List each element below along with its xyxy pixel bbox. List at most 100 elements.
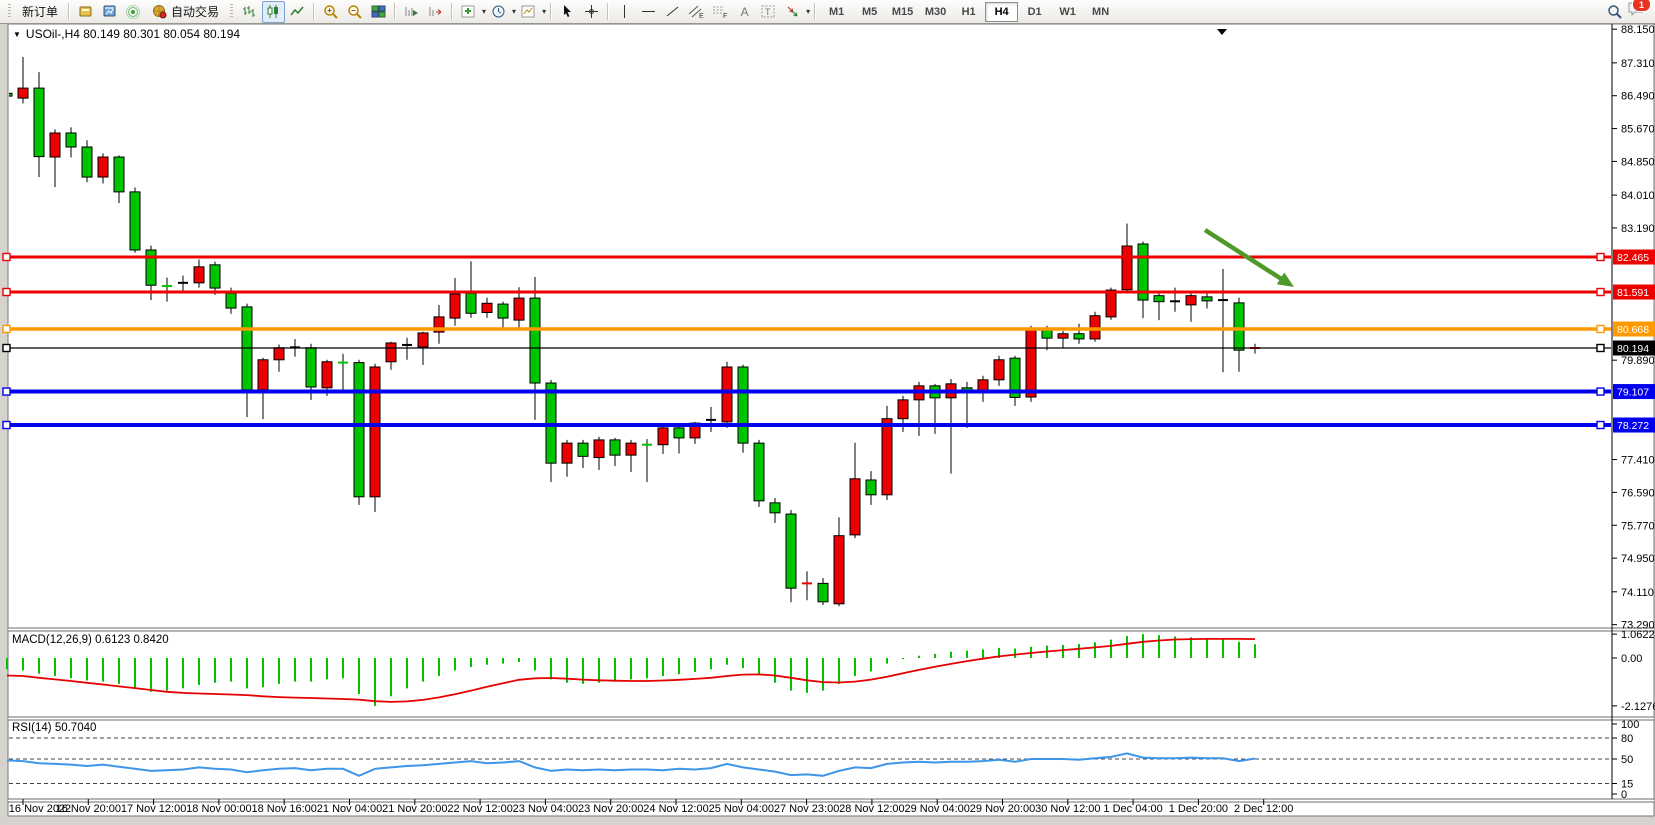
crosshair-icon[interactable] — [580, 1, 603, 23]
chart-shift-icon[interactable] — [424, 1, 447, 23]
time-axis-label: 24 Nov 12:00 — [643, 803, 708, 815]
candle-body — [993, 359, 1005, 381]
trendline-icon[interactable] — [661, 1, 684, 23]
line-right-handle[interactable] — [1596, 387, 1605, 396]
market-watch-icon[interactable] — [74, 1, 97, 23]
candle-body — [369, 366, 381, 498]
periods-clock-icon[interactable] — [487, 1, 510, 23]
trend-arrow-shaft[interactable] — [1203, 228, 1288, 285]
timeframe-w1[interactable]: W1 — [1059, 5, 1076, 18]
price-tag-label: 81.591 — [1617, 287, 1649, 299]
timeframe-mn[interactable]: MN — [1092, 5, 1110, 18]
chart-window-icon[interactable] — [98, 1, 121, 23]
autotrading-icon — [153, 5, 167, 19]
candle-body — [497, 303, 509, 319]
chart-template-icon[interactable] — [517, 1, 540, 23]
line-right-handle[interactable] — [1596, 287, 1605, 297]
toolbar: 新订单 自动交易 ▾ ▾ ▾ — [0, 0, 1655, 24]
timeframe-m1[interactable]: M1 — [828, 5, 845, 18]
svg-text:F: F — [723, 13, 727, 19]
fibonacci-icon[interactable]: F — [709, 1, 732, 23]
signals-icon[interactable] — [122, 1, 145, 23]
vertical-line-icon[interactable] — [613, 1, 636, 23]
autotrading-button[interactable]: 自动交易 — [146, 1, 225, 23]
periods-dropdown-caret[interactable]: ▾ — [512, 7, 517, 16]
price-axis-label: 74.110 — [1621, 587, 1654, 599]
toolbar-grip — [8, 4, 11, 19]
candle-body — [465, 292, 477, 314]
line-left-handle[interactable] — [2, 387, 11, 396]
cursor-icon[interactable] — [556, 1, 579, 23]
candle-body — [1153, 295, 1165, 303]
candle-body — [1233, 302, 1245, 351]
candle-body — [817, 582, 829, 603]
timeframe-m5[interactable]: M5 — [861, 5, 878, 18]
chat-button[interactable]: 1 — [1627, 0, 1651, 22]
candle-body — [609, 439, 621, 456]
template-dropdown-caret[interactable]: ▾ — [542, 7, 547, 16]
line-left-handle[interactable] — [2, 324, 11, 334]
candle-body — [273, 347, 285, 361]
candle-body — [769, 502, 781, 514]
candle-body — [625, 442, 637, 456]
candle-body — [1105, 289, 1117, 318]
rsi-indicator-label: RSI(14) 50.7040 — [12, 722, 97, 734]
equidistant-channel-icon[interactable]: E — [685, 1, 708, 23]
line-right-handle[interactable] — [1596, 420, 1605, 430]
time-axis-label: 30 Nov 12:00 — [1035, 803, 1100, 815]
candle-body — [1009, 357, 1021, 398]
price-axis-label: 77.410 — [1621, 455, 1655, 467]
line-chart-icon[interactable] — [286, 1, 309, 23]
horizontal-line-icon[interactable] — [637, 1, 660, 23]
new-order-button[interactable]: 新订单 — [16, 1, 64, 23]
candle-body — [9, 92, 13, 97]
text-icon[interactable]: A — [740, 4, 749, 19]
search-icon[interactable] — [1603, 1, 1626, 23]
candle-body — [833, 535, 845, 605]
timeframe-h1[interactable]: H1 — [961, 5, 976, 18]
bar-chart-icon[interactable] — [238, 1, 261, 23]
candlestick-chart-icon[interactable] — [262, 0, 286, 23]
timeframe-m15[interactable]: M15 — [891, 5, 914, 18]
candle-body — [49, 132, 61, 158]
time-axis-label: 1 Dec 04:00 — [1103, 803, 1162, 815]
line-left-handle[interactable] — [2, 420, 11, 430]
zoom-in-icon[interactable] — [319, 1, 342, 23]
time-axis-label: 1 Dec 20:00 — [1169, 803, 1228, 815]
line-right-handle[interactable] — [1596, 252, 1605, 262]
timeframe-m30[interactable]: M30 — [924, 5, 947, 18]
candle-body — [1201, 296, 1213, 302]
line-left-handle[interactable] — [2, 343, 11, 353]
trend-arrow-head[interactable] — [1276, 272, 1294, 287]
auto-scroll-icon[interactable] — [400, 1, 423, 23]
arrows-dropdown-caret[interactable]: ▾ — [806, 7, 811, 16]
timeframe-h4[interactable]: H4 — [985, 1, 1019, 22]
indicators-dropdown-caret[interactable]: ▾ — [482, 7, 487, 16]
macd-layer — [6, 634, 1256, 706]
text-label-icon[interactable]: T — [757, 1, 780, 23]
candle-body — [113, 156, 125, 193]
time-axis-label: 27 Nov 23:00 — [774, 803, 839, 815]
candle-body — [129, 191, 141, 251]
symbol-collapse-icon[interactable]: ▼ — [13, 29, 21, 39]
time-axis-label: 29 Nov 04:00 — [904, 803, 969, 815]
candle-body — [1121, 245, 1133, 291]
price-tag — [1613, 417, 1655, 433]
timeframe-d1[interactable]: D1 — [1027, 5, 1042, 18]
time-axis-label: 25 Nov 04:00 — [709, 803, 774, 815]
tile-windows-icon[interactable] — [367, 1, 390, 23]
chart-shift-marker-icon[interactable] — [1217, 29, 1227, 35]
line-left-handle[interactable] — [2, 252, 11, 262]
candle-body — [433, 316, 445, 333]
line-right-handle[interactable] — [1596, 343, 1605, 353]
zoom-out-icon[interactable] — [343, 1, 366, 23]
time-axis-label: 2 Dec 12:00 — [1234, 803, 1293, 815]
arrows-tool-icon[interactable] — [781, 1, 804, 23]
line-left-handle[interactable] — [2, 287, 11, 297]
indicators-icon[interactable] — [457, 1, 480, 23]
chart-title: USOil-,H4 80.149 80.301 80.054 80.194 — [25, 27, 241, 41]
line-right-handle[interactable] — [1596, 324, 1605, 334]
price-tag — [1613, 284, 1655, 300]
